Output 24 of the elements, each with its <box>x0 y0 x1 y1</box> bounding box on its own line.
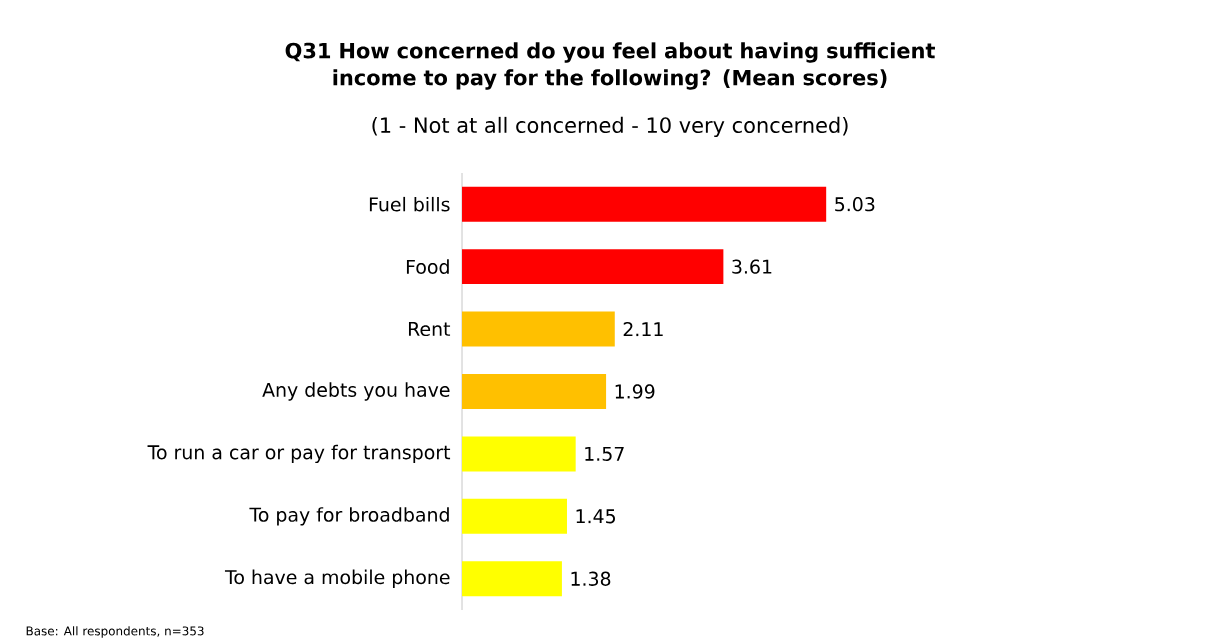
data-label: 1.57 <box>585 446 624 461</box>
y-tick-label: Rent <box>408 322 451 337</box>
bar <box>462 249 724 285</box>
y-tick-label: Any debts you have <box>262 382 450 401</box>
bar <box>462 186 827 222</box>
data-label: 2.11 <box>623 322 663 337</box>
data-label: 1.45 <box>576 509 615 524</box>
bar <box>462 311 615 347</box>
y-tick-label: To run a car or pay for transport <box>147 444 451 464</box>
text: Base: All respondents, n=353 <box>26 626 204 638</box>
chart-subtitle: (1 - Not at all concerned - 10 very concerned) <box>372 116 848 138</box>
y-tick-label: Food <box>406 259 449 274</box>
y-tick-label: To pay for broadband <box>249 507 449 526</box>
data-label: 3.61 <box>732 259 772 274</box>
data-label: 1.38 <box>571 571 611 586</box>
y-tick-label: To have a mobile phone <box>224 569 450 588</box>
data-label: 5.03 <box>835 197 875 212</box>
bar <box>462 498 567 534</box>
chart-title: Q31 How concerned do you feel about having sufficient income to pay for the following? (Mean scores) <box>285 42 935 90</box>
bar <box>462 436 576 472</box>
data-label: 1.99 <box>615 384 655 399</box>
bar <box>462 561 562 597</box>
y-tick-label: Fuel bills <box>369 196 450 212</box>
bar <box>462 374 607 409</box>
